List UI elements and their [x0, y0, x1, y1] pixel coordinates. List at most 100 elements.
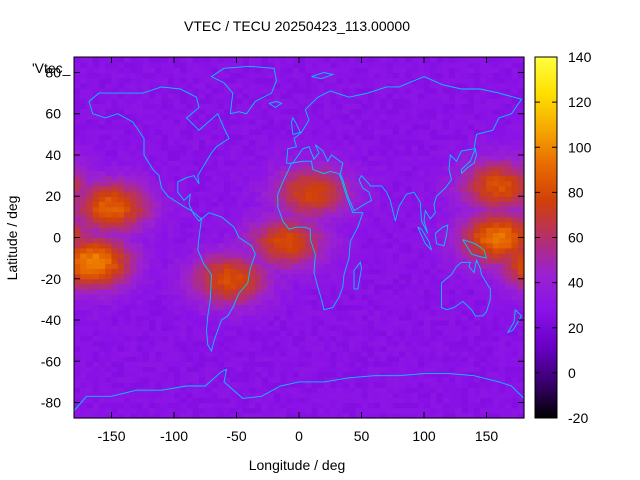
heatmap-cell	[292, 67, 300, 74]
heatmap-cell	[117, 175, 125, 182]
heatmap-cell	[217, 154, 225, 161]
heatmap-cell	[111, 242, 119, 249]
heatmap-cell	[305, 87, 313, 94]
heatmap-cell	[211, 278, 219, 285]
heatmap-cell	[174, 103, 181, 110]
heatmap-cell	[349, 283, 356, 290]
heatmap-cell	[280, 407, 288, 414]
heatmap-cell	[411, 113, 419, 120]
heatmap-cell	[399, 340, 406, 347]
heatmap-cell	[380, 361, 388, 368]
heatmap-cell	[405, 252, 413, 259]
heatmap-cell	[142, 185, 150, 192]
heatmap-cell	[155, 320, 163, 326]
heatmap-cell	[449, 62, 456, 68]
heatmap-cell	[230, 139, 238, 146]
heatmap-cell	[380, 129, 388, 135]
heatmap-cell	[405, 222, 413, 228]
heatmap-cell	[492, 273, 500, 280]
heatmap-cell	[330, 387, 338, 393]
heatmap-cell	[280, 82, 288, 89]
heatmap-cell	[486, 191, 494, 197]
heatmap-cell	[417, 139, 425, 146]
heatmap-cell	[105, 258, 113, 264]
heatmap-cell	[180, 314, 188, 321]
heatmap-cell	[436, 175, 444, 182]
heatmap-cell	[74, 72, 81, 79]
heatmap-cell	[480, 330, 488, 337]
heatmap-cell	[380, 196, 388, 202]
heatmap-cell	[311, 129, 319, 135]
heatmap-cell	[111, 134, 119, 141]
heatmap-cell	[267, 82, 275, 89]
heatmap-cell	[142, 67, 150, 74]
heatmap-cell	[236, 227, 244, 233]
heatmap-cell	[124, 273, 131, 280]
heatmap-cell	[511, 87, 519, 94]
heatmap-cell	[511, 237, 519, 244]
heatmap-cell	[174, 294, 181, 300]
heatmap-cell	[336, 57, 344, 63]
heatmap-cell	[324, 283, 331, 290]
heatmap-cell	[305, 407, 313, 414]
heatmap-cell	[142, 124, 150, 130]
heatmap-cell	[155, 402, 163, 409]
heatmap-cell	[249, 340, 256, 347]
heatmap-cell	[236, 191, 244, 197]
heatmap-cell	[117, 185, 125, 192]
heatmap-cell	[392, 201, 400, 208]
heatmap-cell	[174, 206, 181, 213]
heatmap-cell	[224, 62, 231, 68]
heatmap-cell	[180, 247, 188, 254]
heatmap-cell	[105, 402, 113, 409]
heatmap-cell	[305, 247, 313, 254]
heatmap-cell	[105, 227, 113, 233]
heatmap-cell	[349, 330, 356, 337]
heatmap-cell	[430, 392, 438, 398]
heatmap-cell	[161, 268, 169, 275]
heatmap-cell	[311, 289, 319, 295]
heatmap-cell	[305, 206, 313, 213]
heatmap-cell	[405, 144, 413, 151]
heatmap-cell	[142, 211, 150, 218]
heatmap-cell	[142, 258, 150, 264]
heatmap-cell	[436, 397, 444, 404]
heatmap-cell	[336, 113, 344, 120]
heatmap-cell	[430, 206, 438, 213]
heatmap-cell	[142, 335, 150, 342]
heatmap-cell	[474, 227, 481, 233]
heatmap-cell	[442, 72, 450, 79]
heatmap-cell	[436, 283, 444, 290]
heatmap-cell	[499, 144, 506, 151]
heatmap-cell	[99, 320, 106, 326]
heatmap-cell	[261, 170, 269, 177]
heatmap-cell	[161, 258, 169, 264]
heatmap-cell	[442, 113, 450, 120]
heatmap-cell	[324, 201, 331, 208]
heatmap-cell	[205, 134, 213, 141]
heatmap-cell	[99, 356, 106, 362]
heatmap-cell	[99, 196, 106, 202]
heatmap-cell	[130, 124, 138, 130]
heatmap-cell	[442, 366, 450, 373]
heatmap-cell	[180, 206, 188, 213]
heatmap-cell	[417, 356, 425, 362]
heatmap-cell	[142, 113, 150, 120]
heatmap-cell	[99, 77, 106, 84]
heatmap-cell	[467, 335, 475, 342]
heatmap-cell	[361, 242, 369, 249]
heatmap-cell	[436, 149, 444, 156]
heatmap-cell	[74, 160, 81, 166]
heatmap-cell	[424, 320, 431, 326]
heatmap-cell	[224, 407, 231, 414]
heatmap-cell	[374, 216, 381, 223]
heatmap-cell	[205, 129, 213, 135]
heatmap-cell	[86, 67, 94, 74]
heatmap-cell	[92, 320, 100, 326]
heatmap-cell	[261, 139, 269, 146]
heatmap-cell	[511, 175, 519, 182]
heatmap-cell	[355, 273, 363, 280]
heatmap-cell	[399, 345, 406, 352]
heatmap-cell	[305, 170, 313, 177]
heatmap-cell	[330, 350, 338, 357]
